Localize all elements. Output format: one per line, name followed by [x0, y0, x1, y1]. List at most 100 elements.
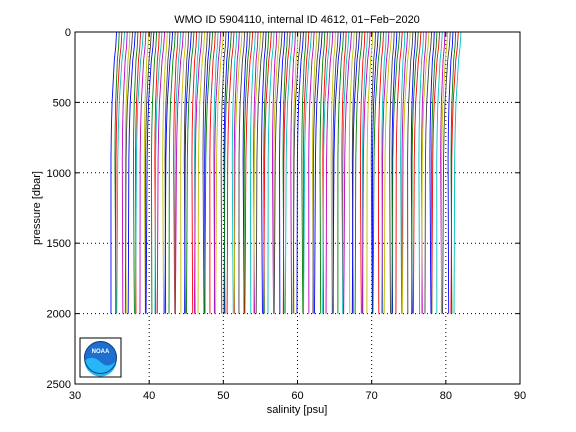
- profile-line: [226, 31, 235, 314]
- profile-line: [173, 31, 179, 314]
- profile-line: [238, 31, 246, 314]
- profile-line: [314, 31, 323, 314]
- profile-line: [330, 31, 336, 314]
- profile-line: [401, 31, 411, 314]
- profile-line: [303, 31, 312, 314]
- profile-line: [263, 31, 272, 314]
- profile-line: [389, 31, 395, 314]
- profile-line: [139, 31, 147, 314]
- profile-line: [204, 31, 214, 314]
- profile-line: [447, 31, 454, 314]
- profile-line: [292, 31, 302, 314]
- profile-line: [431, 31, 441, 314]
- y-tick-label: 2000: [47, 309, 71, 321]
- profile-line: [418, 31, 425, 314]
- profile-line: [371, 31, 379, 314]
- profile-line: [354, 31, 363, 314]
- noaa-logo: NOAA: [79, 337, 122, 378]
- x-tick-label: 80: [440, 390, 452, 402]
- profile-line: [407, 31, 414, 314]
- profile-line: [220, 31, 227, 314]
- profile-line: [343, 31, 352, 314]
- profile-line: [296, 31, 304, 314]
- chart-title: WMO ID 5904110, internal ID 4612, 01−Feb…: [174, 14, 420, 26]
- profile-line: [383, 31, 392, 314]
- profile-line: [249, 31, 256, 314]
- profile-line: [193, 31, 203, 314]
- profile-line: [400, 31, 406, 314]
- profile-line: [332, 31, 342, 314]
- profile-line: [391, 31, 400, 314]
- profile-line: [412, 31, 422, 314]
- profile-line: [319, 31, 326, 314]
- profile-line: [110, 31, 117, 314]
- y-axis-label: pressure [dbar]: [31, 171, 43, 245]
- axis-ticks: 30 40 50 60 70 80 90 0 500 1000 1500 2000 2500: [47, 27, 527, 402]
- profile-line: [282, 31, 291, 314]
- profile-line: [197, 31, 206, 314]
- profile-line: [124, 31, 133, 314]
- profile-line: [145, 31, 155, 314]
- profile-line: [372, 31, 382, 314]
- profile-line: [202, 31, 208, 314]
- x-tick-label: 90: [514, 390, 526, 402]
- profile-line: [244, 31, 254, 314]
- profile-line: [132, 31, 139, 314]
- profile-line: [162, 31, 168, 314]
- profile-line: [342, 31, 350, 314]
- profile-line: [180, 31, 187, 314]
- plot-area: 30 40 50 60 70 80 90 0 500 1000 1500 2000 2500: [47, 27, 527, 402]
- y-tick-label: 500: [53, 97, 71, 109]
- x-tick-label: 70: [366, 390, 378, 402]
- profile-line: [351, 31, 360, 314]
- profile-line: [209, 31, 216, 314]
- x-tick-label: 50: [217, 390, 229, 402]
- profile-line: [411, 31, 419, 314]
- profile-line: [213, 31, 222, 314]
- profile-line: [377, 31, 384, 314]
- profile-lines: [110, 31, 462, 314]
- profile-line: [174, 31, 182, 314]
- profile-line: [231, 31, 238, 314]
- profile-line: [301, 31, 307, 314]
- profile-line: [366, 31, 374, 314]
- profile-line: [134, 31, 144, 314]
- profile-line: [273, 31, 280, 314]
- profile-line: [267, 31, 275, 314]
- noaa-logo-text: NOAA: [92, 349, 110, 355]
- profile-line: [284, 31, 294, 314]
- profile-line: [370, 31, 376, 314]
- x-tick-label: 30: [69, 390, 81, 402]
- x-axis-label: salinity [psu]: [267, 404, 328, 416]
- profile-line: [116, 31, 125, 314]
- x-tick-label: 60: [291, 390, 303, 402]
- profile-line: [243, 31, 251, 314]
- profile-line: [144, 31, 152, 314]
- profile-line: [215, 31, 224, 314]
- y-tick-label: 2500: [47, 379, 71, 391]
- y-tick-label: 0: [65, 27, 71, 39]
- profile-line: [127, 31, 136, 314]
- profile-line: [450, 31, 459, 314]
- profile-line: [223, 31, 232, 314]
- profile-line: [174, 31, 184, 314]
- profile-line: [337, 31, 344, 314]
- profile-line: [253, 31, 262, 314]
- profile-line: [361, 31, 371, 314]
- profile-line: [440, 31, 449, 314]
- profile-line: [442, 31, 451, 314]
- profile-line: [395, 31, 403, 314]
- profile-line: [261, 31, 267, 314]
- profile-line: [168, 31, 176, 314]
- profile-line: [429, 31, 435, 314]
- profile-line: [290, 31, 296, 314]
- profile-line: [156, 31, 166, 314]
- profile-line: [255, 31, 264, 314]
- profile-line: [312, 31, 320, 314]
- profile-line: [308, 31, 315, 314]
- profile-line: [164, 31, 174, 314]
- profile-line: [325, 31, 334, 314]
- profile-line: [191, 31, 198, 314]
- x-tick-label: 40: [143, 390, 155, 402]
